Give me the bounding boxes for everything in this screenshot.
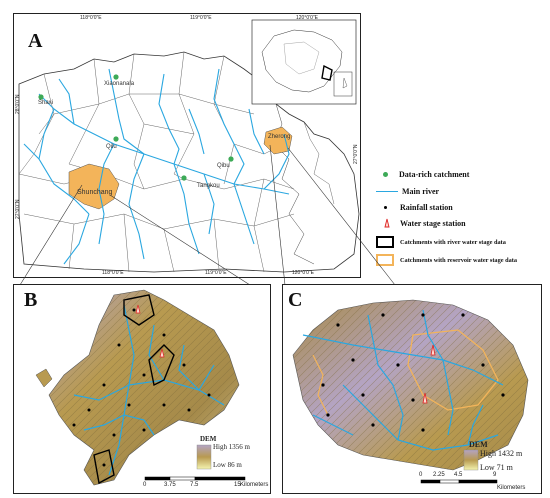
legend-river-catchments-label: Catchments with river water stage data	[400, 238, 506, 246]
panel-b-label: B	[24, 289, 38, 311]
place-zherong: Zherong	[268, 134, 291, 140]
place-shunchang: Shunchang	[77, 189, 113, 196]
legend-rainfall-label: Rainfall station	[400, 203, 453, 212]
bottom-tick-120: 120°0'0"E	[292, 270, 314, 276]
legend-water-stage: Water stage station	[374, 218, 466, 228]
panel-a-map-svg	[18, 19, 360, 273]
green-dot-icon	[383, 172, 388, 177]
panel-c-dem-title: DEM	[469, 440, 488, 449]
panel-c-dem-low: Low 71 m	[480, 463, 513, 472]
legend-main-river-label: Main river	[402, 187, 440, 196]
left-tick-27: 27°0'0"N	[15, 199, 21, 219]
panel-b-scale-0: 0	[143, 482, 147, 488]
panel-c-scale-2: 4.5	[454, 472, 463, 478]
black-dot-icon	[384, 206, 387, 209]
china-inset	[251, 19, 357, 105]
panel-c-scale-unit: Kilometers	[497, 485, 526, 491]
panel-c-map: C	[282, 284, 542, 494]
panel-b-scale-3: 15	[234, 482, 241, 488]
panel-a-label: A	[28, 30, 43, 52]
panel-b-scale-unit: Kilometers	[240, 482, 269, 488]
place-qilu: Qilu	[106, 144, 117, 150]
panel-c-scale-3: 9	[493, 472, 497, 478]
black-box-icon	[376, 236, 394, 248]
panel-a-map: A	[13, 13, 361, 278]
panel-b-map: B	[13, 284, 271, 494]
place-xiaonanala: Xiaonanala	[104, 81, 135, 87]
panel-b-dem-svg	[35, 289, 246, 486]
panel-b-scale-1: 3.75	[164, 482, 176, 488]
panel-c-scale-1: 2.25	[433, 472, 445, 478]
place-qibu: Qibu	[217, 163, 230, 169]
panel-b-dem-high: High 1356 m	[213, 443, 250, 451]
left-tick-28: 28°0'0"N	[15, 94, 21, 114]
legend-data-rich: Data-rich catchment	[374, 170, 469, 179]
bottom-tick-119: 119°0'0"E	[205, 270, 227, 276]
panel-c-label: C	[288, 289, 303, 311]
water-stage-icon	[384, 218, 390, 228]
top-tick-119: 119°0'0"E	[190, 15, 212, 21]
panel-c-scale-0: 0	[419, 472, 423, 478]
legend-rainfall: Rainfall station	[374, 203, 453, 212]
legend: Data-rich catchment Main river Rainfall …	[374, 170, 550, 295]
panel-b-dem-low: Low 86 m	[213, 461, 242, 469]
river-line-icon	[376, 190, 398, 193]
bottom-tick-118: 118°0'0"E	[102, 270, 124, 276]
legend-river-catchments: Catchments with river water stage data	[374, 236, 506, 248]
legend-data-rich-label: Data-rich catchment	[399, 170, 470, 179]
panel-b-scale-2: 7.5	[190, 482, 199, 488]
top-tick-120: 120°0'0"E	[296, 15, 318, 21]
top-tick-118: 118°0'0"E	[80, 15, 102, 21]
panel-b-dem-title: DEM	[200, 435, 217, 443]
place-tangkou: Tangkou	[197, 183, 220, 189]
legend-water-stage-label: Water stage station	[400, 218, 466, 228]
panel-c-dem-svg	[292, 299, 529, 484]
panel-c-dem-high: High 1432 m	[480, 449, 523, 458]
legend-reservoir-catchments-label: Catchments with reservoir water stage da…	[400, 256, 517, 264]
legend-reservoir-catchments: Catchments with reservoir water stage da…	[374, 254, 517, 266]
place-shaxi: Shaxi	[38, 100, 54, 106]
legend-main-river: Main river	[374, 187, 439, 196]
orange-box-icon	[376, 254, 394, 266]
right-tick-27: 27°0'0"N	[353, 144, 359, 164]
